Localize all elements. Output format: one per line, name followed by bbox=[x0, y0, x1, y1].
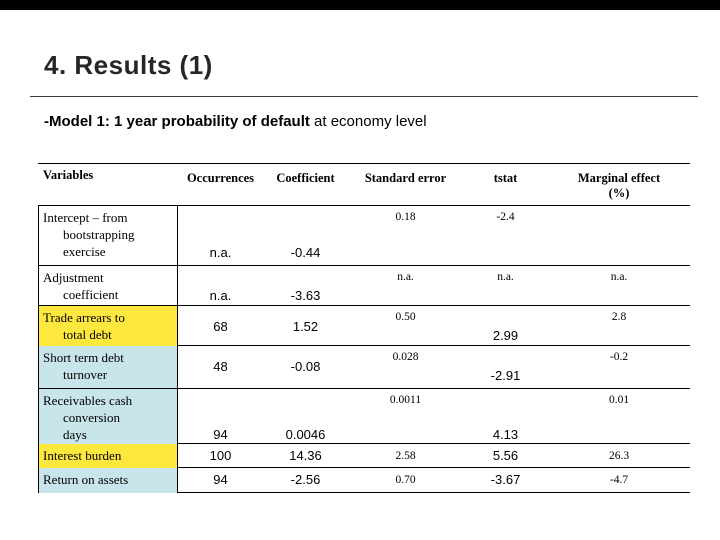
subtitle-model-label: -Model 1: 1 year probability of default bbox=[44, 113, 310, 130]
cell-marginal: -4.7 bbox=[609, 474, 629, 487]
variable-label: Adjustment coefficient bbox=[43, 270, 119, 302]
table-row-return-on-assets: Return on assets 94 -2.56 0.70 -3.67 -4.… bbox=[38, 468, 690, 493]
table-row-short-term-debt: Short term debt turnover 48 -0.08 0.028 … bbox=[38, 346, 690, 389]
table-row-interest-burden: Interest burden 100 14.36 2.58 5.56 26.3 bbox=[38, 444, 690, 469]
cell-std-error: 0.50 bbox=[395, 311, 416, 323]
cell-occurrences: n.a. bbox=[209, 244, 232, 260]
header-marginal: Marginal effect (%) bbox=[548, 164, 690, 205]
header-std-error: Standard error bbox=[364, 171, 447, 185]
table-row-adjustment: Adjustment coefficient n.a. -3.63 n.a. n… bbox=[38, 266, 690, 308]
cell-coefficient: 1.52 bbox=[292, 318, 319, 334]
cell-variable: Receivables cash conversion days bbox=[38, 389, 178, 448]
variable-label: Short term debt turnover bbox=[43, 350, 124, 382]
cell-variable: Interest burden bbox=[38, 444, 178, 469]
cell-variable: Short term debt turnover bbox=[38, 346, 178, 388]
variable-label: Interest burden bbox=[43, 448, 122, 463]
subtitle: -Model 1: 1 year probability of default … bbox=[44, 113, 427, 130]
results-table: Variables Occurrences Coefficient Standa… bbox=[38, 163, 690, 493]
cell-coefficient: 0.0046 bbox=[285, 427, 326, 443]
cell-tstat: n.a. bbox=[497, 271, 514, 283]
cell-marginal: 2.8 bbox=[611, 311, 627, 323]
cell-std-error: 0.70 bbox=[395, 474, 416, 487]
table-row-trade-arrears: Trade arrears to total debt 68 1.52 0.50… bbox=[38, 306, 690, 348]
cell-tstat: 5.56 bbox=[492, 448, 519, 464]
cell-marginal bbox=[548, 206, 690, 265]
variable-label: Intercept – from bootstrapping exercise bbox=[43, 210, 135, 259]
cell-coefficient: -2.56 bbox=[290, 472, 321, 488]
cell-marginal: n.a. bbox=[610, 271, 628, 283]
cell-coefficient: -0.44 bbox=[290, 244, 321, 260]
cell-marginal: -0.2 bbox=[609, 351, 629, 363]
cell-coefficient: -3.63 bbox=[290, 287, 321, 303]
header-tstat: tstat bbox=[493, 171, 518, 185]
variable-label: Return on assets bbox=[43, 472, 129, 487]
cell-coefficient: 14.36 bbox=[289, 448, 322, 464]
cell-occurrences: 100 bbox=[209, 448, 232, 464]
table-header-row: Variables Occurrences Coefficient Standa… bbox=[38, 164, 690, 206]
subtitle-scope-label: at economy level bbox=[309, 113, 427, 130]
variable-label: Trade arrears to total debt bbox=[43, 310, 125, 342]
cell-variable: Intercept – from bootstrapping exercise bbox=[38, 206, 178, 265]
table-row-intercept: Intercept – from bootstrapping exercise … bbox=[38, 206, 690, 266]
cell-std-error: 0.18 bbox=[395, 211, 416, 223]
cell-marginal: 0.01 bbox=[608, 394, 630, 406]
page-title: 4. Results (1) bbox=[44, 50, 213, 80]
cell-std-error: 0.0011 bbox=[389, 394, 422, 406]
cell-variable: Adjustment coefficient bbox=[38, 266, 178, 308]
cell-occurrences: 94 bbox=[213, 427, 228, 443]
cell-tstat: 4.13 bbox=[492, 427, 519, 443]
cell-variable: Trade arrears to total debt bbox=[38, 306, 178, 348]
cell-tstat: -2.91 bbox=[490, 367, 521, 383]
cell-tstat: 2.99 bbox=[492, 327, 519, 343]
title-divider bbox=[30, 96, 698, 97]
cell-variable: Return on assets bbox=[38, 468, 178, 493]
cell-marginal: 26.3 bbox=[608, 450, 630, 463]
cell-occurrences: 94 bbox=[213, 472, 228, 488]
header-marginal-line2: (%) bbox=[608, 186, 630, 200]
variable-label: Receivables cash conversion days bbox=[43, 393, 133, 442]
cell-occurrences: n.a. bbox=[209, 287, 232, 303]
cell-std-error: 0.028 bbox=[392, 351, 419, 363]
cell-coefficient: -0.08 bbox=[290, 358, 321, 374]
cell-std-error: 2.58 bbox=[395, 450, 416, 463]
cell-tstat: -3.67 bbox=[490, 472, 521, 488]
header-variables: Variables bbox=[43, 168, 94, 182]
header-occurrences: Occurrences bbox=[186, 171, 255, 185]
cell-occurrences: 68 bbox=[213, 318, 228, 334]
cell-tstat: -2.4 bbox=[496, 211, 515, 223]
cell-occurrences: 48 bbox=[213, 358, 228, 374]
cell-std-error: n.a. bbox=[397, 271, 414, 283]
table-row-receivables: Receivables cash conversion days 94 0.00… bbox=[38, 389, 690, 448]
header-coefficient: Coefficient bbox=[276, 171, 335, 185]
top-bar bbox=[0, 0, 720, 10]
header-marginal-line1: Marginal effect bbox=[577, 171, 661, 185]
